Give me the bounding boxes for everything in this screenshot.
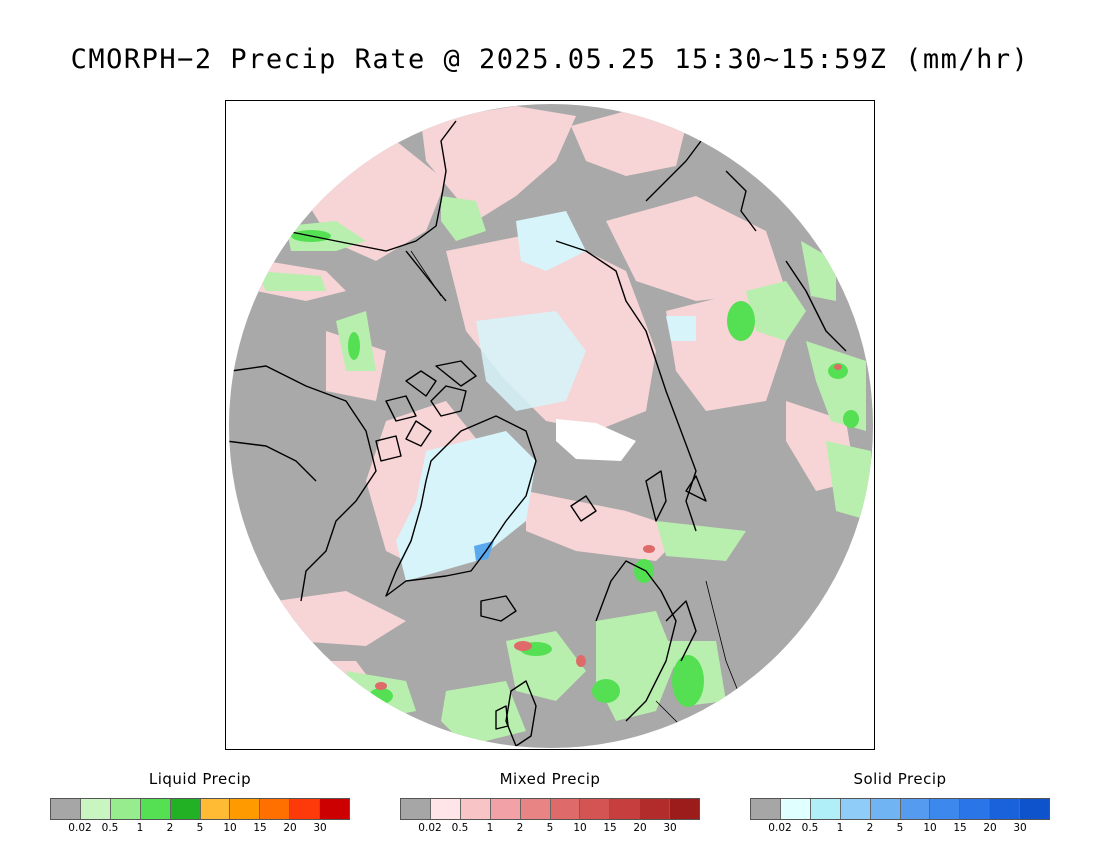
legend-tick-label: 30 — [1013, 822, 1027, 834]
legend-caption: Solid Precip — [853, 770, 947, 788]
legend-ticks: 0.02 0.5 1 2 5 10 15 20 30 — [750, 822, 1050, 836]
legend-tick-label: 1 — [836, 822, 844, 834]
legend-caption: Mixed Precip — [499, 770, 601, 788]
legend-swatch — [520, 799, 551, 819]
legend-ticks: 0.02 0.5 1 2 5 10 15 20 30 — [50, 822, 350, 836]
legend-color-bar — [400, 798, 700, 820]
legend-swatch — [110, 799, 141, 819]
legend-swatch — [990, 799, 1021, 819]
map-title: CMORPH−2 Precip Rate @ 2025.05.25 15:30~… — [70, 44, 1030, 75]
legend-swatch — [550, 799, 581, 819]
legend-swatch — [320, 799, 350, 819]
legend-swatch — [960, 799, 991, 819]
legend-tick-label: 2 — [166, 822, 174, 834]
legend-tick-label: 5 — [896, 822, 904, 834]
legend-swatch — [640, 799, 671, 819]
legend-swatch — [670, 799, 700, 819]
legend-tick-label: 5 — [196, 822, 204, 834]
legend-tick-label: 0.5 — [451, 822, 469, 834]
legend-tick-label: 2 — [516, 822, 524, 834]
legend-swatch — [900, 799, 931, 819]
legend-color-bar — [50, 798, 350, 820]
legend-swatch — [810, 799, 841, 819]
polar-map-panel — [225, 100, 875, 750]
legend-tick-label: 10 — [923, 822, 937, 834]
legend-tick-label: 5 — [546, 822, 554, 834]
legend-solid: Solid Precip 0.02 0.5 1 2 5 10 15 20 30 — [750, 770, 1050, 834]
mixed-precip-heavy — [375, 364, 842, 690]
legend-swatch — [1020, 799, 1050, 819]
legend-swatch — [140, 799, 171, 819]
legend-tick-label: 0.5 — [101, 822, 119, 834]
legend-swatch — [170, 799, 201, 819]
legend-swatch — [840, 799, 871, 819]
coastlines — [229, 120, 847, 747]
legend-swatch — [490, 799, 521, 819]
legend-swatch — [260, 799, 291, 819]
legend-tick-label: 0.02 — [68, 822, 92, 834]
legend-swatch — [580, 799, 611, 819]
legend-liquid: Liquid Precip 0.02 0.5 1 2 5 10 15 20 30 — [50, 770, 350, 834]
legend-swatch — [751, 799, 781, 819]
legend-caption: Liquid Precip — [148, 770, 252, 788]
legend-swatch — [51, 799, 81, 819]
legend-swatch — [401, 799, 431, 819]
legend-mixed: Mixed Precip 0.02 0.5 1 2 5 10 15 20 30 — [400, 770, 700, 834]
legend-color-bar — [750, 798, 1050, 820]
legend-swatch — [80, 799, 111, 819]
polar-precip-map — [229, 104, 873, 748]
legend-tick-label: 20 — [983, 822, 997, 834]
legend-ticks: 0.02 0.5 1 2 5 10 15 20 30 — [400, 822, 700, 836]
legend-tick-label: 0.02 — [418, 822, 442, 834]
legend-tick-label: 2 — [866, 822, 874, 834]
liquid-precip-moderate — [291, 230, 859, 707]
legend-swatch — [460, 799, 491, 819]
legend-tick-label: 0.02 — [768, 822, 792, 834]
legend-swatch — [780, 799, 811, 819]
legend-tick-label: 15 — [253, 822, 267, 834]
legend-swatch — [200, 799, 231, 819]
legend-tick-label: 1 — [136, 822, 144, 834]
legend-tick-label: 20 — [633, 822, 647, 834]
legend-swatch — [870, 799, 901, 819]
legend-tick-label: 1 — [486, 822, 494, 834]
legend-tick-label: 0.5 — [801, 822, 819, 834]
liquid-precip-light — [256, 196, 871, 746]
legend-swatch — [230, 799, 261, 819]
legend-swatch — [610, 799, 641, 819]
legend-tick-label: 10 — [573, 822, 587, 834]
legend-tick-label: 20 — [283, 822, 297, 834]
solid-precip-areas — [396, 211, 696, 581]
legend-swatch — [290, 799, 321, 819]
legend-tick-label: 15 — [603, 822, 617, 834]
legend-tick-label: 15 — [953, 822, 967, 834]
legend-swatch — [930, 799, 961, 819]
legend-swatch — [430, 799, 461, 819]
legend-tick-label: 10 — [223, 822, 237, 834]
legend-tick-label: 30 — [663, 822, 677, 834]
legend-tick-label: 30 — [313, 822, 327, 834]
